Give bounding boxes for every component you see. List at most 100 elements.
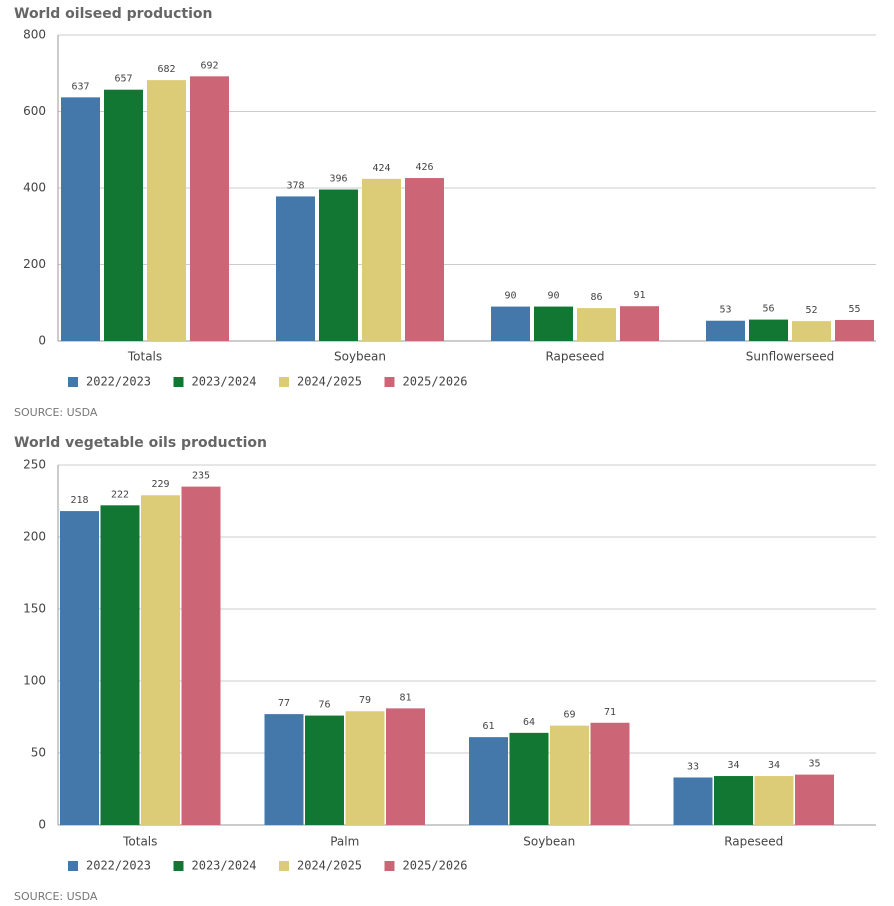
bar bbox=[276, 196, 315, 341]
legend-label: 2025/2026 bbox=[403, 375, 468, 389]
value-label: 378 bbox=[286, 180, 304, 191]
y-tick-label: 50 bbox=[31, 746, 46, 760]
x-tick-label: Palm bbox=[330, 835, 359, 849]
value-label: 682 bbox=[157, 64, 175, 75]
legend-label: 2022/2023 bbox=[86, 859, 151, 873]
value-label: 218 bbox=[70, 495, 88, 506]
legend-swatch bbox=[279, 861, 289, 871]
bar bbox=[345, 711, 385, 825]
x-tick-label: Rapeseed bbox=[545, 350, 604, 364]
bar bbox=[749, 319, 788, 341]
value-label: 34 bbox=[768, 760, 780, 771]
y-tick-label: 0 bbox=[38, 818, 46, 832]
bar bbox=[61, 97, 100, 341]
bar bbox=[386, 708, 425, 825]
bar bbox=[577, 308, 616, 341]
value-label: 657 bbox=[114, 74, 132, 85]
value-label: 33 bbox=[687, 761, 699, 772]
legend-swatch bbox=[173, 377, 184, 387]
bar bbox=[491, 306, 530, 341]
bar bbox=[104, 89, 143, 341]
bar bbox=[509, 732, 549, 825]
value-label: 90 bbox=[547, 291, 559, 302]
bar bbox=[100, 505, 140, 825]
value-label: 91 bbox=[633, 290, 645, 301]
value-label: 56 bbox=[762, 304, 774, 315]
legend-swatch bbox=[173, 861, 184, 871]
value-label: 76 bbox=[318, 700, 330, 711]
bar bbox=[706, 320, 745, 341]
value-label: 396 bbox=[329, 174, 347, 185]
source-note: SOURCE: USDA bbox=[14, 890, 98, 903]
legend-label: 2024/2025 bbox=[297, 375, 362, 389]
bar bbox=[190, 76, 229, 341]
bar bbox=[550, 725, 589, 825]
legend-swatch bbox=[279, 377, 289, 387]
value-label: 90 bbox=[504, 291, 516, 302]
value-label: 692 bbox=[200, 60, 218, 71]
y-tick-label: 400 bbox=[23, 181, 46, 195]
value-label: 53 bbox=[719, 305, 731, 316]
value-label: 426 bbox=[415, 162, 433, 173]
y-tick-label: 100 bbox=[23, 674, 46, 688]
value-label: 77 bbox=[278, 698, 290, 709]
bar bbox=[714, 776, 753, 825]
x-tick-label: Soybean bbox=[334, 350, 386, 364]
value-label: 71 bbox=[604, 707, 616, 718]
value-label: 229 bbox=[151, 479, 169, 490]
bar bbox=[620, 306, 659, 341]
bar bbox=[795, 774, 834, 825]
bar bbox=[673, 777, 713, 825]
source-note: SOURCE: USDA bbox=[14, 406, 98, 419]
bar bbox=[305, 715, 344, 825]
value-label: 52 bbox=[805, 305, 817, 316]
chart-title: World vegetable oils production bbox=[14, 435, 267, 451]
value-label: 424 bbox=[372, 163, 390, 174]
bar bbox=[181, 486, 221, 825]
y-tick-label: 0 bbox=[38, 334, 46, 348]
y-tick-label: 200 bbox=[23, 530, 46, 544]
bar bbox=[60, 511, 99, 825]
value-label: 69 bbox=[563, 710, 575, 721]
bar bbox=[835, 319, 874, 341]
y-tick-label: 600 bbox=[23, 104, 46, 118]
bar bbox=[792, 321, 831, 341]
bar bbox=[362, 178, 401, 341]
value-label: 61 bbox=[482, 721, 494, 732]
value-label: 35 bbox=[808, 759, 820, 770]
chart-title: World oilseed production bbox=[14, 6, 213, 22]
legend-label: 2025/2026 bbox=[403, 859, 468, 873]
value-label: 222 bbox=[111, 489, 129, 500]
bar bbox=[141, 495, 180, 825]
x-tick-label: Totals bbox=[122, 835, 157, 849]
bar bbox=[319, 189, 358, 341]
bar bbox=[147, 80, 186, 341]
legend-swatch bbox=[68, 861, 78, 871]
legend-label: 2022/2023 bbox=[86, 375, 151, 389]
value-label: 81 bbox=[399, 692, 411, 703]
value-label: 55 bbox=[848, 304, 860, 315]
value-label: 79 bbox=[359, 695, 371, 706]
legend-label: 2024/2025 bbox=[297, 859, 362, 873]
legend-swatch bbox=[68, 377, 78, 387]
value-label: 86 bbox=[590, 292, 602, 303]
bar bbox=[754, 776, 794, 825]
y-tick-label: 800 bbox=[23, 28, 46, 42]
y-tick-label: 150 bbox=[23, 602, 46, 616]
legend-label: 2023/2024 bbox=[192, 859, 257, 873]
legend-swatch bbox=[384, 861, 395, 871]
legend-label: 2023/2024 bbox=[192, 375, 257, 389]
y-tick-label: 200 bbox=[23, 257, 46, 271]
y-tick-label: 250 bbox=[23, 458, 46, 472]
bar bbox=[534, 306, 573, 341]
bar bbox=[264, 714, 304, 825]
value-label: 34 bbox=[727, 760, 739, 771]
value-label: 637 bbox=[71, 81, 89, 92]
x-tick-label: Soybean bbox=[523, 835, 575, 849]
value-label: 235 bbox=[192, 471, 210, 482]
value-label: 64 bbox=[523, 717, 535, 728]
legend-swatch bbox=[384, 377, 395, 387]
x-tick-label: Totals bbox=[127, 350, 162, 364]
x-tick-label: Rapeseed bbox=[724, 835, 783, 849]
